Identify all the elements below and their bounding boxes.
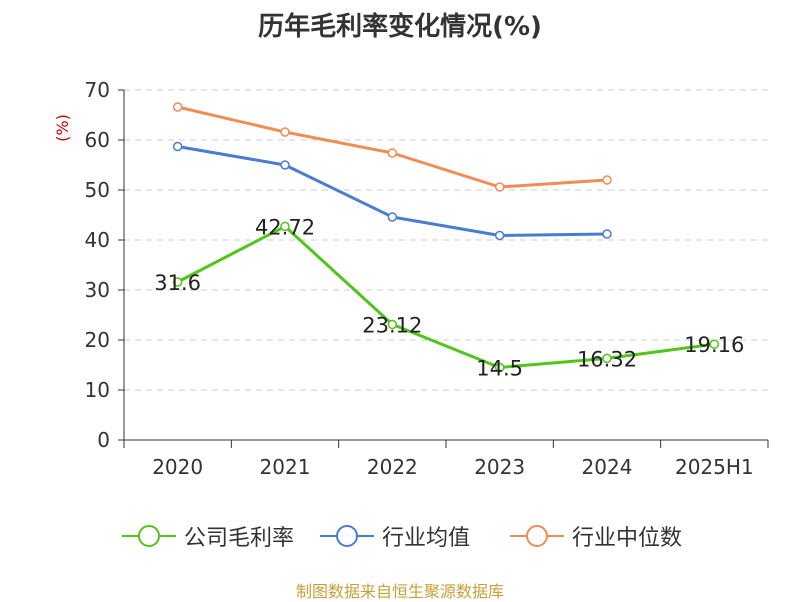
legend-item[interactable]: 行业均值 <box>320 518 470 554</box>
data-point <box>387 212 398 222</box>
y-tick-label: 40 <box>85 228 110 252</box>
legend-marker-icon <box>320 525 374 547</box>
y-tick-label: 30 <box>85 278 110 302</box>
data-point <box>387 148 398 158</box>
source-note: 制图数据来自恒生聚源数据库 <box>295 582 504 601</box>
y-tick-label: 60 <box>85 128 110 152</box>
data-label: 16.32 <box>577 347 637 371</box>
x-tick-label: 2024 <box>582 455 633 479</box>
y-axis-label: (%) <box>53 114 72 142</box>
legend-label: 公司毛利率 <box>184 526 295 551</box>
data-point <box>387 319 398 330</box>
x-tick-label: 2025H1 <box>675 455 754 479</box>
data-point <box>602 229 612 239</box>
legend: 公司毛利率 行业均值 行业中位数 <box>0 518 800 558</box>
legend-marker-icon <box>122 525 176 547</box>
data-point <box>280 221 290 232</box>
x-tick-label: 2022 <box>367 455 418 479</box>
y-tick-label: 0 <box>97 428 110 452</box>
data-point <box>172 102 183 112</box>
data-point <box>280 127 290 137</box>
data-point <box>602 175 612 185</box>
y-tick-label: 10 <box>85 378 110 402</box>
data-label: 23.12 <box>362 313 422 337</box>
data-point <box>494 182 505 192</box>
data-label: 14.5 <box>476 357 523 381</box>
legend-item[interactable]: 行业中位数 <box>510 518 682 554</box>
x-tick-label: 2023 <box>474 455 525 479</box>
data-label: 31.6 <box>154 271 201 295</box>
data-point <box>602 353 612 364</box>
data-point <box>494 230 505 241</box>
data-point <box>494 362 505 373</box>
legend-label: 行业均值 <box>382 526 471 551</box>
x-tick-label: 2020 <box>152 455 203 479</box>
y-tick-label: 50 <box>85 178 110 202</box>
data-point <box>172 141 183 152</box>
legend-item[interactable]: 公司毛利率 <box>122 518 294 554</box>
data-point <box>172 277 183 287</box>
legend-label: 行业中位数 <box>572 526 683 551</box>
y-tick-label: 70 <box>85 78 110 102</box>
chart-title: 历年毛利率变化情况(%) <box>258 12 542 42</box>
x-tick-label: 2021 <box>260 455 311 479</box>
series-line <box>177 105 608 189</box>
data-label: 42.72 <box>255 215 315 239</box>
data-label: 19.16 <box>684 333 744 357</box>
legend-marker-icon <box>510 525 564 547</box>
series-line <box>177 145 608 237</box>
series-line <box>176 224 715 369</box>
data-point <box>280 160 290 170</box>
y-tick-label: 20 <box>85 328 110 352</box>
data-point <box>709 339 720 349</box>
